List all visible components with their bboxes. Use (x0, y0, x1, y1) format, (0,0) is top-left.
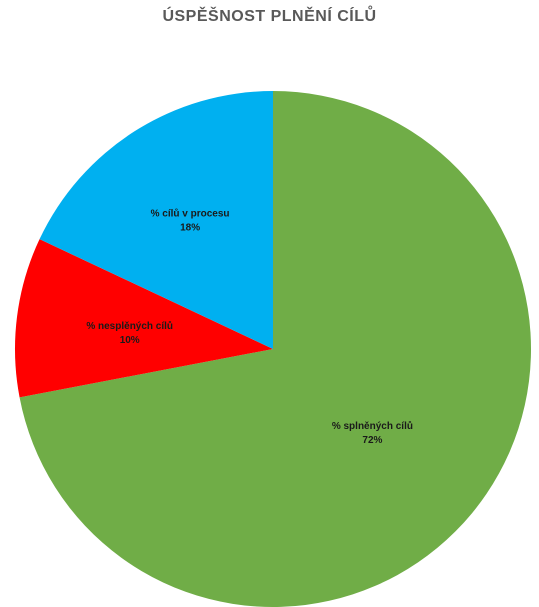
pie-slices (14, 90, 532, 607)
pie-slice-value: 72% (362, 435, 382, 446)
pie-slice-name: % cílů v procesu (151, 207, 230, 219)
pie-slice-label: % nesplěných cílů 10% (86, 320, 173, 346)
pie-slice (14, 239, 273, 398)
pie-slice-label: % cílů v procesu 18% (151, 207, 230, 233)
pie-slice-value: 18% (180, 222, 200, 233)
pie-slice (19, 91, 532, 607)
pie-slice-name: % splněných cílů (332, 420, 413, 432)
pie-labels: % splněných cílů 72% % nesplěných cílů 10%%… (86, 207, 413, 446)
pie-slice-label: % splněných cílů 72% (332, 420, 413, 446)
pie-slice (39, 90, 273, 349)
pie-slice-name: % nesplěných cílů (86, 320, 173, 332)
chart-title: ÚSPĚŠNOST PLNĚNÍ CÍLŮ (162, 8, 377, 25)
pie-slice-value: 10% (120, 335, 140, 346)
